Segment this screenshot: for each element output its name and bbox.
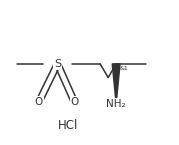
- Text: O: O: [70, 97, 79, 107]
- Text: &1: &1: [119, 66, 128, 71]
- Polygon shape: [112, 64, 120, 104]
- Text: S: S: [54, 59, 61, 69]
- Text: NH₂: NH₂: [106, 99, 126, 109]
- Text: O: O: [35, 97, 43, 107]
- Text: HCl: HCl: [58, 119, 78, 132]
